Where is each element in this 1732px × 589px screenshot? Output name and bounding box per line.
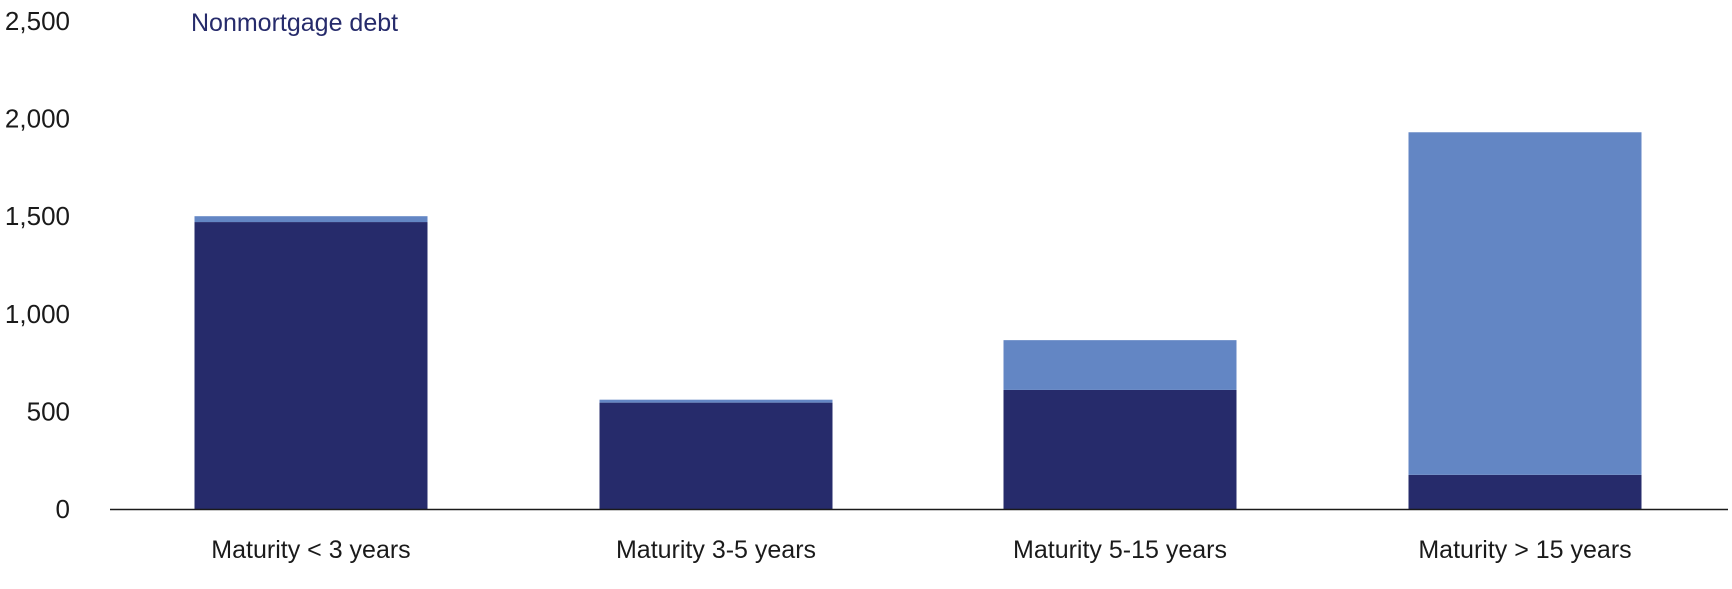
bar-maturity-5-15-years-series-1 xyxy=(1003,389,1237,509)
bar-maturity-15-years-series-1 xyxy=(1408,474,1642,509)
legend-label-nonmortgage-debt: Nonmortgage debt xyxy=(191,9,398,37)
legend: Nonmortgage debt xyxy=(191,9,398,37)
y-tick-label: 1,000 xyxy=(5,299,70,329)
y-tick-label: 2,500 xyxy=(5,6,70,36)
y-tick-label: 500 xyxy=(27,396,70,426)
bar-maturity-5-15-years-series-2 xyxy=(1003,340,1237,390)
x-tick-label-maturity-5-15-years: Maturity 5-15 years xyxy=(1013,536,1227,564)
x-tick-label-maturity-15-years: Maturity > 15 years xyxy=(1418,536,1631,564)
y-tick-label: 1,500 xyxy=(5,201,70,231)
bar-maturity-3-years-series-1 xyxy=(194,222,428,509)
bar-maturity-15-years-series-2 xyxy=(1408,132,1642,475)
y-tick-label: 2,000 xyxy=(5,104,70,134)
x-axis: Maturity < 3 years Maturity 3-5 years Matu… xyxy=(211,536,1631,564)
x-tick-label-maturity-3-years: Maturity < 3 years xyxy=(211,536,410,564)
bars xyxy=(194,132,1642,509)
y-axis: 0 500 1,000 1,500 2,000 2,500 xyxy=(5,6,70,524)
bar-maturity-3-5-years-series-2 xyxy=(599,399,833,403)
bar-maturity-3-5-years-series-1 xyxy=(599,402,833,509)
y-tick-label: 0 xyxy=(56,494,70,524)
bar-maturity-3-years-series-2 xyxy=(194,216,428,223)
x-tick-label-maturity-3-5-years: Maturity 3-5 years xyxy=(616,536,816,564)
